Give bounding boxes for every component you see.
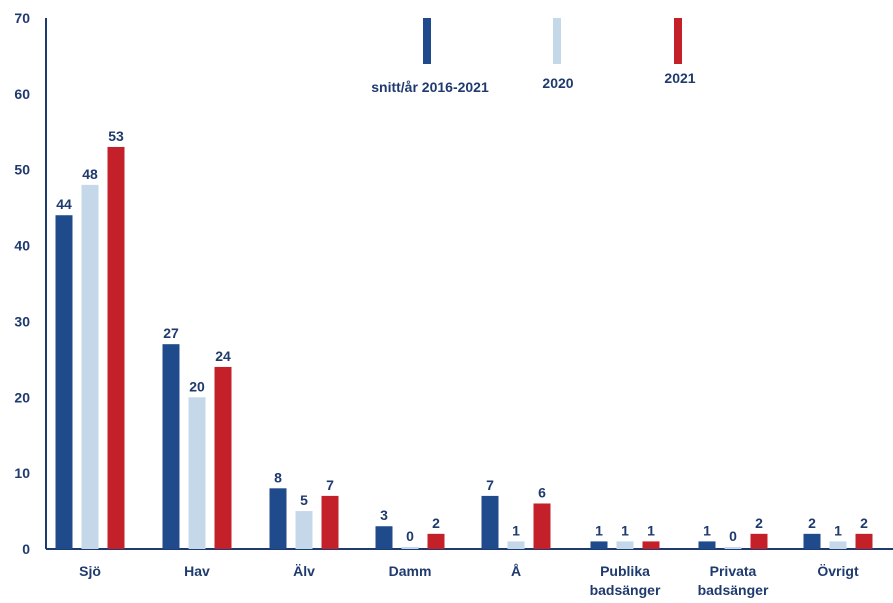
data-label: 1: [595, 522, 603, 538]
bar: [55, 215, 73, 549]
data-label: 48: [82, 166, 98, 182]
bar: [698, 541, 716, 549]
bar: [269, 488, 287, 549]
bar-groups: [55, 146, 873, 549]
bar: [81, 184, 99, 549]
legend-label: 2021: [664, 70, 695, 86]
data-label: 1: [621, 522, 629, 538]
legend: snitt/år 2016-2021 2020 2021: [371, 18, 696, 95]
data-label: 27: [163, 325, 179, 341]
data-label: 2: [755, 515, 763, 531]
category-label: Å: [511, 563, 521, 579]
y-tick-label: 20: [14, 389, 30, 405]
data-label: 2: [808, 515, 816, 531]
category-label: Älv: [293, 563, 315, 579]
y-axis-ticks: 0 10 20 30 40 50 60 70: [14, 10, 30, 557]
bar: [401, 547, 419, 549]
data-label: 1: [512, 522, 520, 538]
data-label: 24: [215, 348, 231, 364]
data-label: 44: [56, 196, 72, 212]
category-label: Hav: [184, 563, 210, 579]
data-label: 5: [300, 492, 308, 508]
bar: [803, 533, 821, 549]
bar: [642, 541, 660, 549]
data-label: 1: [647, 522, 655, 538]
data-label: 1: [834, 522, 842, 538]
y-tick-label: 50: [14, 162, 30, 178]
legend-swatch: [674, 18, 682, 64]
y-tick-label: 10: [14, 465, 30, 481]
data-label: 20: [189, 378, 205, 394]
bar: [295, 511, 313, 549]
category-label: Privata badsänger: [698, 563, 769, 598]
category-label: Publika badsänger: [590, 563, 661, 598]
data-label: 1: [703, 522, 711, 538]
bar: [507, 541, 525, 549]
y-tick-label: 60: [14, 86, 30, 102]
data-label: 0: [406, 528, 414, 544]
y-tick-label: 30: [14, 313, 30, 329]
bar: [214, 366, 232, 549]
y-tick-label: 0: [22, 541, 30, 557]
category-label: Sjö: [79, 563, 101, 579]
bar: [375, 526, 393, 549]
data-label: 6: [538, 484, 546, 500]
bar: [107, 146, 125, 549]
bar: [427, 533, 445, 549]
bar: [590, 541, 608, 549]
legend-label: 2020: [542, 75, 573, 91]
bar: [321, 495, 339, 549]
data-label: 2: [432, 515, 440, 531]
bar: [750, 533, 768, 549]
category-label: Övrigt: [817, 563, 859, 579]
data-label: 2: [860, 515, 868, 531]
data-label: 8: [274, 469, 282, 485]
data-label: 3: [380, 507, 388, 523]
bar: [162, 344, 180, 549]
bar: [533, 503, 551, 549]
legend-label: snitt/år 2016-2021: [371, 79, 489, 95]
legend-swatch: [553, 18, 561, 64]
category-label: Damm: [389, 563, 432, 579]
category-labels: Sjö Hav Älv Damm Å Publika badsänger Privata bad…: [79, 563, 859, 598]
legend-swatch: [423, 18, 431, 64]
bar: [616, 541, 634, 549]
data-label: 7: [326, 477, 334, 493]
y-tick-label: 40: [14, 238, 30, 254]
bar: [188, 397, 206, 549]
data-label: 0: [729, 528, 737, 544]
y-tick-label: 70: [14, 10, 30, 26]
bar: [829, 541, 847, 549]
data-label: 53: [108, 128, 124, 144]
bar: [481, 495, 499, 549]
bar: [724, 547, 742, 549]
bar: [855, 533, 873, 549]
data-label: 7: [486, 477, 494, 493]
